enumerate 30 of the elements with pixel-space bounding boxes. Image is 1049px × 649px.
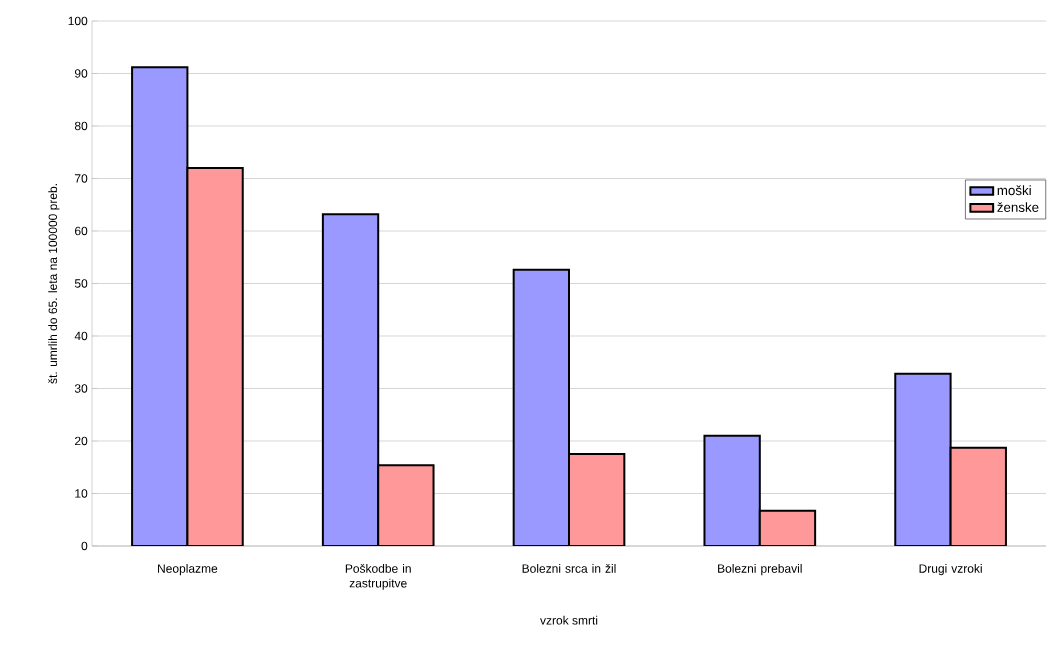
y-tick-label: 20 [75, 436, 88, 446]
bar [131, 66, 189, 546]
bar [321, 213, 380, 546]
y-tick-label: 90 [74, 69, 88, 78]
bar [703, 434, 761, 546]
y-axis-title: št. umrlih do 65. leta na 100000 preb. [48, 184, 60, 384]
legend-label: moški [997, 185, 1031, 196]
y-tick-label: 40 [74, 331, 88, 341]
x-tick-label: Poškodbe in zastrupitve [345, 563, 411, 590]
x-tick-label: Bolezni srca in žil [522, 563, 616, 573]
bar [568, 453, 626, 546]
y-tick-label: 50 [74, 279, 88, 288]
y-tick-label: 30 [74, 384, 88, 393]
bar [186, 166, 244, 546]
x-tick-label: Bolezni prebavil [718, 563, 802, 576]
x-axis-title: vzrok smrti [540, 615, 598, 625]
legend-label: ženske [997, 202, 1039, 212]
bar [949, 446, 1007, 546]
bar [512, 268, 571, 546]
bar [894, 372, 952, 546]
bar [377, 464, 435, 546]
y-tick-label: 70 [75, 174, 88, 183]
y-tick-label: 80 [74, 121, 88, 131]
y-tick-label: 10 [75, 489, 88, 498]
y-tick-label: 60 [75, 226, 88, 236]
x-tick-label: Neoplazme [158, 563, 218, 576]
x-tick-label: Drugi vzroki [919, 563, 982, 576]
y-tick-label: 100 [68, 16, 88, 26]
bar [758, 509, 817, 546]
y-tick-label: 0 [81, 541, 88, 551]
